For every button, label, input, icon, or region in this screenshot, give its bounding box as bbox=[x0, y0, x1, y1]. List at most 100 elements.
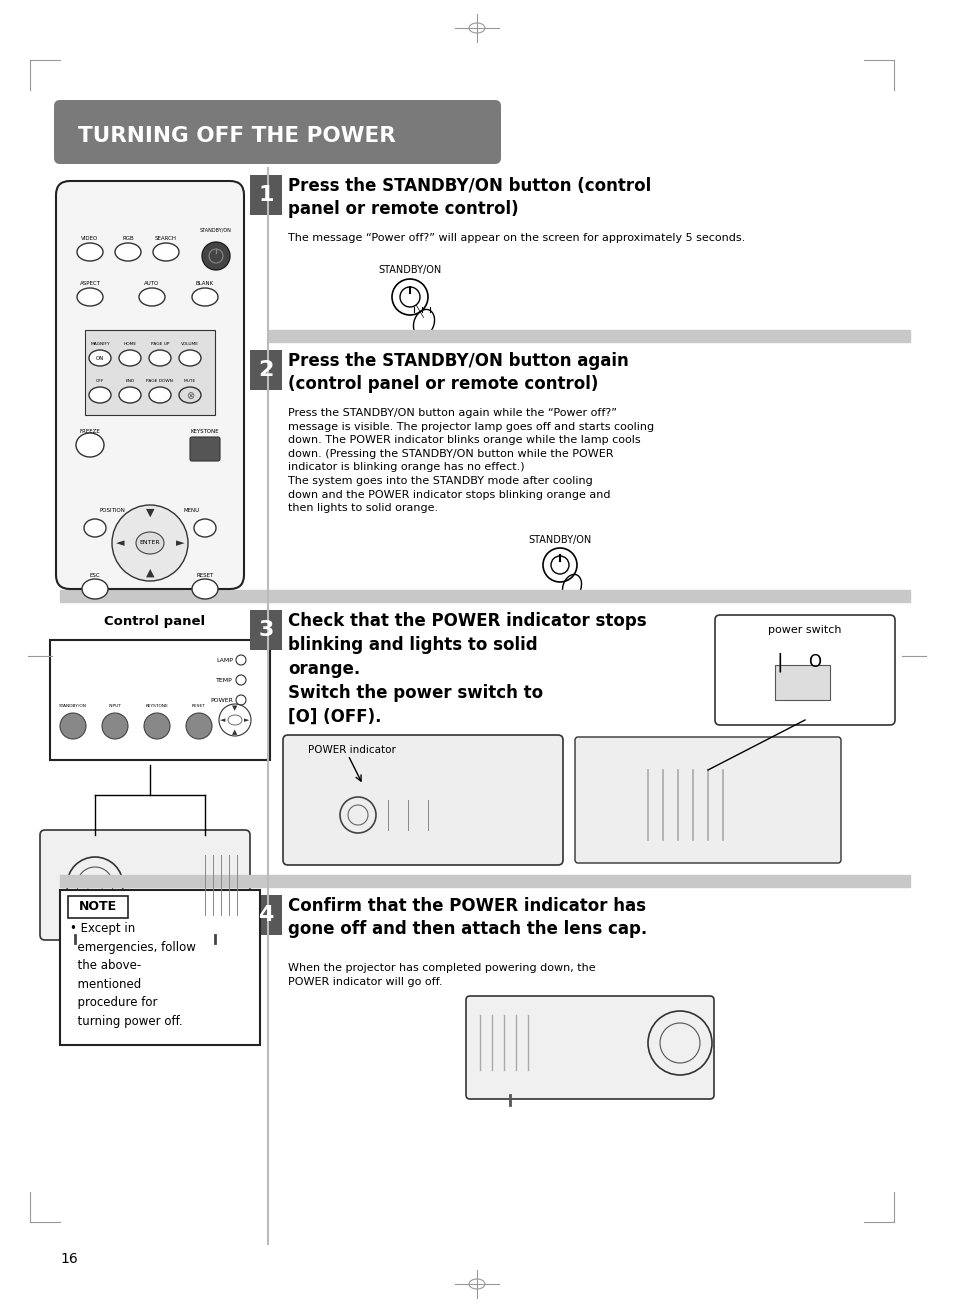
Bar bbox=[85, 331, 214, 415]
Text: When the projector has completed powering down, the
POWER indicator will go off.: When the projector has completed powerin… bbox=[288, 963, 595, 987]
FancyBboxPatch shape bbox=[250, 350, 282, 390]
FancyBboxPatch shape bbox=[250, 895, 282, 935]
Text: LAMP: LAMP bbox=[216, 657, 233, 663]
FancyBboxPatch shape bbox=[40, 830, 250, 939]
FancyBboxPatch shape bbox=[250, 610, 282, 649]
Circle shape bbox=[102, 712, 128, 739]
FancyBboxPatch shape bbox=[714, 615, 894, 726]
Text: 3: 3 bbox=[258, 621, 274, 640]
Text: ENTER: ENTER bbox=[139, 541, 160, 546]
Bar bbox=[60, 890, 260, 1044]
Text: ▼: ▼ bbox=[146, 508, 154, 518]
Text: Press the STANDBY/ON button again while the “Power off?”
message is visible. The: Press the STANDBY/ON button again while … bbox=[288, 408, 654, 513]
Text: 4: 4 bbox=[258, 905, 274, 925]
Ellipse shape bbox=[152, 243, 179, 261]
Text: POWER indicator: POWER indicator bbox=[308, 745, 395, 754]
Text: STANDBY/ON: STANDBY/ON bbox=[378, 265, 441, 276]
Text: MUTE: MUTE bbox=[184, 379, 196, 383]
Text: ESC: ESC bbox=[90, 573, 100, 579]
Ellipse shape bbox=[136, 531, 164, 554]
Ellipse shape bbox=[84, 520, 106, 537]
FancyBboxPatch shape bbox=[56, 181, 244, 589]
Text: VOLUME: VOLUME bbox=[181, 342, 199, 346]
Text: Control panel: Control panel bbox=[104, 615, 205, 628]
Text: MAGNIFY: MAGNIFY bbox=[91, 342, 110, 346]
Ellipse shape bbox=[149, 350, 171, 366]
Circle shape bbox=[144, 712, 170, 739]
Circle shape bbox=[202, 241, 230, 270]
Text: [O] (OFF).: [O] (OFF). bbox=[288, 708, 381, 726]
Text: • Except in
  emergencies, follow
  the above-
  mentioned
  procedure for
  tur: • Except in emergencies, follow the abov… bbox=[70, 922, 195, 1027]
Text: 1: 1 bbox=[258, 185, 274, 205]
Text: PAGE DOWN: PAGE DOWN bbox=[147, 379, 173, 383]
Ellipse shape bbox=[192, 579, 218, 600]
Ellipse shape bbox=[139, 289, 165, 306]
Text: ON: ON bbox=[95, 357, 104, 362]
Text: ASPECT: ASPECT bbox=[79, 281, 100, 286]
Circle shape bbox=[60, 712, 86, 739]
Text: KEYSTONE: KEYSTONE bbox=[146, 705, 169, 708]
Text: KEYSTONE: KEYSTONE bbox=[191, 429, 219, 434]
Ellipse shape bbox=[76, 433, 104, 457]
Text: ⊗: ⊗ bbox=[186, 391, 193, 401]
Text: STANDBY/ON: STANDBY/ON bbox=[528, 535, 591, 544]
FancyBboxPatch shape bbox=[190, 437, 220, 461]
FancyBboxPatch shape bbox=[575, 737, 841, 863]
Text: ◄: ◄ bbox=[220, 716, 226, 723]
Text: ►: ► bbox=[244, 716, 250, 723]
Circle shape bbox=[112, 505, 188, 581]
Ellipse shape bbox=[77, 289, 103, 306]
Text: RESET: RESET bbox=[196, 573, 213, 579]
Text: Check that the POWER indicator stops: Check that the POWER indicator stops bbox=[288, 611, 646, 630]
Text: INPUT: INPUT bbox=[109, 705, 121, 708]
Text: ▼: ▼ bbox=[233, 705, 237, 711]
Ellipse shape bbox=[119, 387, 141, 403]
Text: O: O bbox=[807, 653, 821, 670]
FancyBboxPatch shape bbox=[465, 996, 713, 1099]
Text: 16: 16 bbox=[60, 1252, 77, 1266]
Text: POSITION: POSITION bbox=[100, 508, 126, 513]
Text: OFF: OFF bbox=[95, 379, 104, 383]
Ellipse shape bbox=[149, 387, 171, 403]
Text: BLANK: BLANK bbox=[195, 281, 213, 286]
Text: Press the STANDBY/ON button again
(control panel or remote control): Press the STANDBY/ON button again (contr… bbox=[288, 352, 628, 392]
Text: |: | bbox=[776, 652, 782, 672]
Text: FREEZE: FREEZE bbox=[79, 429, 100, 434]
Ellipse shape bbox=[192, 289, 218, 306]
Ellipse shape bbox=[119, 350, 141, 366]
Text: MENU: MENU bbox=[184, 508, 200, 513]
Ellipse shape bbox=[179, 387, 201, 403]
Text: Press the STANDBY/ON button (control
panel or remote control): Press the STANDBY/ON button (control pan… bbox=[288, 177, 651, 218]
Bar bbox=[774, 665, 829, 701]
Text: ◄: ◄ bbox=[115, 538, 124, 548]
Text: AUTO: AUTO bbox=[144, 281, 159, 286]
Text: END: END bbox=[125, 379, 134, 383]
FancyBboxPatch shape bbox=[54, 100, 500, 164]
Ellipse shape bbox=[193, 520, 215, 537]
Ellipse shape bbox=[77, 243, 103, 261]
Text: ▲: ▲ bbox=[233, 729, 237, 735]
Bar bbox=[68, 896, 128, 918]
Text: POWER: POWER bbox=[210, 698, 233, 702]
FancyBboxPatch shape bbox=[283, 735, 562, 865]
Text: ►: ► bbox=[175, 538, 184, 548]
Text: ▲: ▲ bbox=[146, 568, 154, 579]
FancyBboxPatch shape bbox=[250, 174, 282, 215]
Text: TURNING OFF THE POWER: TURNING OFF THE POWER bbox=[78, 126, 395, 146]
Circle shape bbox=[186, 712, 212, 739]
Text: PAGE UP: PAGE UP bbox=[151, 342, 169, 346]
Text: blinking and lights to solid: blinking and lights to solid bbox=[288, 636, 537, 653]
Text: RGB: RGB bbox=[122, 236, 133, 241]
Ellipse shape bbox=[89, 387, 111, 403]
Text: SEARCH: SEARCH bbox=[154, 236, 177, 241]
Text: The message “Power off?” will appear on the screen for approximately 5 seconds.: The message “Power off?” will appear on … bbox=[288, 234, 744, 243]
Text: HOME: HOME bbox=[123, 342, 136, 346]
Ellipse shape bbox=[82, 579, 108, 600]
Text: VIDEO: VIDEO bbox=[81, 236, 98, 241]
Text: orange.: orange. bbox=[288, 660, 360, 678]
Text: power switch: power switch bbox=[767, 625, 841, 635]
Text: TEMP: TEMP bbox=[216, 677, 233, 682]
Text: Confirm that the POWER indicator has
gone off and then attach the lens cap.: Confirm that the POWER indicator has gon… bbox=[288, 897, 646, 938]
Ellipse shape bbox=[179, 350, 201, 366]
Text: RESET: RESET bbox=[192, 705, 206, 708]
